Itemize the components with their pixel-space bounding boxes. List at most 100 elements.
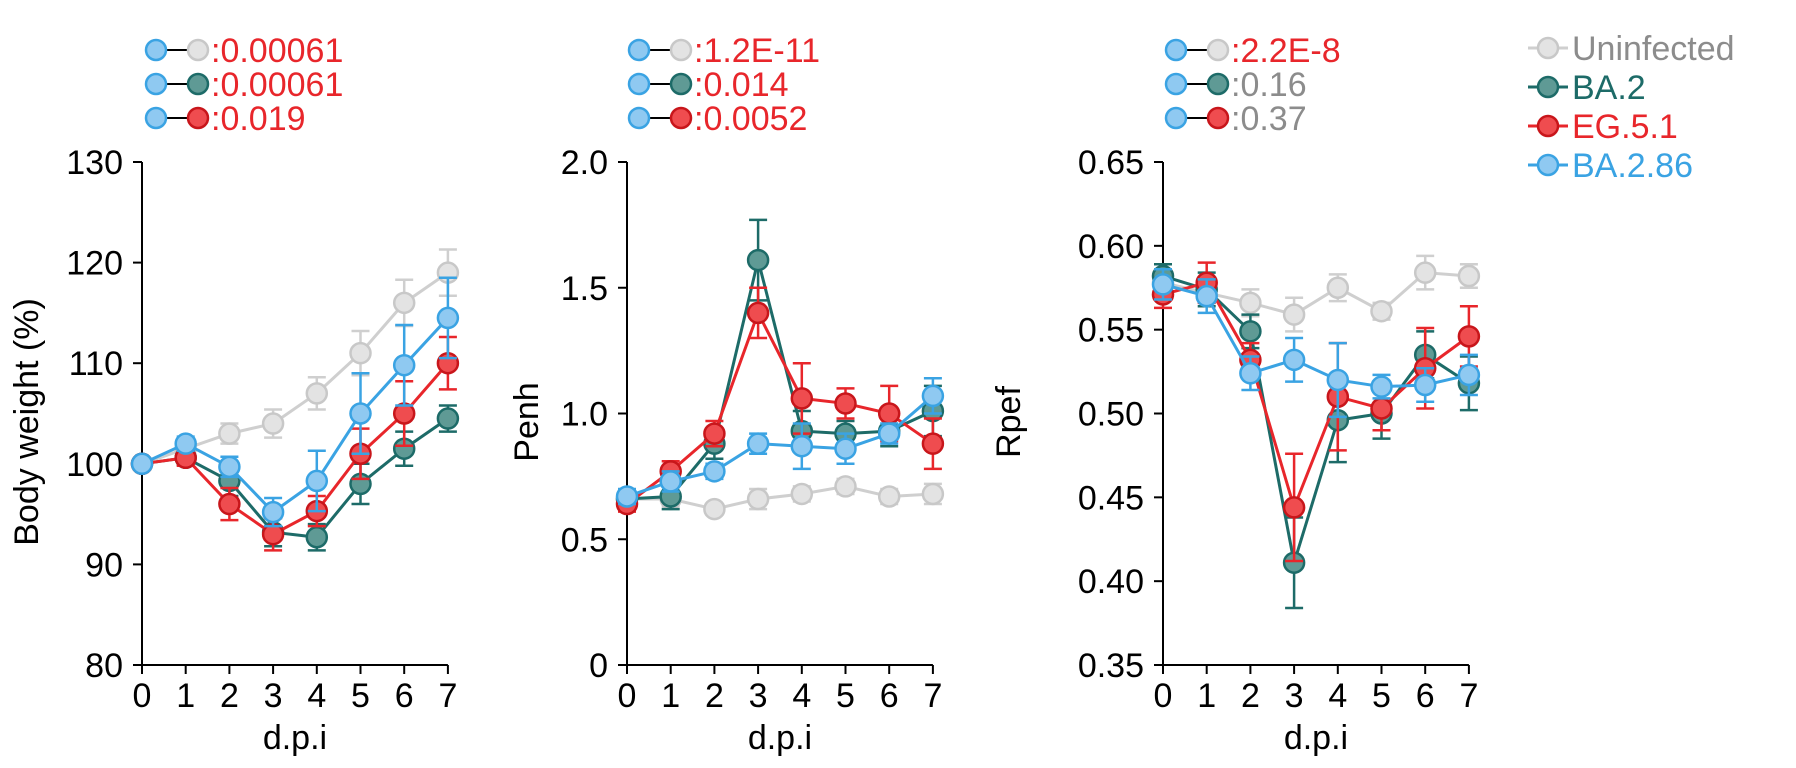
- pvalue-marker-ba286: [627, 72, 651, 96]
- data-point: [1326, 368, 1350, 392]
- series-line: [1162, 274, 1470, 564]
- data-point: [305, 525, 329, 549]
- data-point: [790, 387, 814, 410]
- legend-marker: [1536, 153, 1560, 177]
- x-tick-label: 6: [395, 677, 414, 715]
- data-point: [877, 422, 901, 445]
- y-axis-label: Body weight (%): [8, 298, 46, 546]
- data-point: [392, 353, 416, 377]
- y-tick-label: 90: [85, 546, 123, 584]
- pvalue-label: :2.2E-8: [1231, 32, 1341, 70]
- data-point: [746, 248, 770, 272]
- chart-panel-1: 80 90 100 110 120 130 0 1 2 3 4 5 6 7 d.p.i Body weight…: [8, 32, 460, 757]
- x-tick-label: 0: [1154, 677, 1173, 715]
- pvalue-label: :0.0052: [694, 100, 807, 138]
- legend-label: Uninfected: [1572, 30, 1735, 68]
- legend-marker: [1536, 114, 1560, 138]
- pvalue-marker-ba286: [144, 38, 168, 62]
- x-tick-label: 5: [1372, 677, 1391, 715]
- data-point: [1370, 397, 1393, 420]
- data-point: [1457, 325, 1481, 348]
- pvalue-marker-compare: [186, 38, 210, 62]
- x-tick-label: 5: [351, 677, 370, 715]
- y-tick-label: 80: [85, 647, 123, 685]
- x-tick-label: 4: [1328, 677, 1347, 715]
- x-tick-label: 7: [923, 677, 942, 715]
- pvalue-marker-ba286: [1164, 72, 1188, 96]
- y-tick-label: 100: [66, 446, 123, 484]
- y-tick-label: 0.5: [561, 521, 608, 559]
- data-point: [834, 437, 857, 460]
- y-axis-label: Penh: [508, 382, 546, 461]
- data-point: [1282, 496, 1306, 519]
- pvalue-marker-ba286: [1164, 106, 1188, 130]
- series-ba286: [130, 276, 460, 528]
- data-point: [746, 432, 770, 455]
- data-point: [1413, 261, 1437, 284]
- x-tick-label: 7: [438, 677, 457, 715]
- data-point: [615, 485, 639, 508]
- data-point: [305, 382, 329, 405]
- pvalue-marker-compare: [186, 106, 210, 130]
- chart-panel-3: 0.35 0.40 0.45 0.50 0.55 0.60 0.65 0 1 2 3 4 5 6 7 d.p.…: [990, 32, 1481, 757]
- data-point: [130, 452, 154, 476]
- data-point: [349, 341, 372, 365]
- series-ba2: [130, 404, 460, 552]
- data-point: [834, 475, 857, 498]
- x-tick-label: 7: [1459, 677, 1478, 715]
- y-tick-label: 120: [66, 245, 123, 283]
- x-tick-label: 1: [176, 677, 195, 715]
- x-axis-label: d.p.i: [748, 719, 812, 757]
- data-point: [218, 492, 241, 516]
- data-point: [790, 482, 814, 506]
- data-point: [261, 412, 285, 435]
- x-tick-label: 3: [264, 677, 283, 715]
- pvalue-label: :0.014: [694, 66, 789, 104]
- y-tick-label: 1.5: [561, 270, 608, 308]
- data-point: [1282, 348, 1306, 372]
- y-tick-label: 0.65: [1078, 144, 1144, 182]
- x-tick-label: 2: [220, 677, 239, 715]
- x-tick-label: 6: [1416, 677, 1435, 715]
- data-point: [1282, 303, 1306, 326]
- data-point: [1239, 320, 1262, 343]
- pvalue-marker-compare: [186, 72, 210, 96]
- pvalue-marker-compare: [1206, 72, 1230, 96]
- data-point: [349, 402, 372, 425]
- y-tick-label: 0.35: [1078, 647, 1144, 685]
- data-point: [218, 455, 241, 479]
- data-point: [1370, 299, 1393, 323]
- legend-label: BA.2: [1572, 69, 1646, 107]
- data-point: [174, 432, 197, 455]
- chart-panel-2: 00.51.01.52.00 1 2 3 4 5 6 7d.p.iPenh:1.2E-11:0…: [508, 32, 945, 757]
- pvalue-label: :0.16: [1231, 66, 1307, 104]
- data-point: [703, 422, 726, 445]
- pvalue-marker-compare: [669, 106, 693, 130]
- y-tick-label: 0.40: [1078, 563, 1144, 601]
- pvalue-label: :1.2E-11: [694, 32, 820, 70]
- data-point: [921, 432, 945, 455]
- pvalue-marker-ba286: [1164, 38, 1188, 62]
- pvalue-marker-ba286: [144, 106, 168, 130]
- data-point: [218, 422, 241, 445]
- x-tick-label: 2: [705, 677, 724, 715]
- data-point: [1195, 284, 1218, 308]
- pvalue-marker-compare: [669, 72, 693, 96]
- data-point: [746, 487, 770, 511]
- data-point: [834, 392, 857, 415]
- y-tick-label: 0.50: [1078, 396, 1144, 434]
- legend-marker: [1536, 36, 1560, 60]
- pvalue-label: :0.00061: [211, 66, 343, 104]
- pvalue-label: :0.00061: [211, 32, 343, 70]
- y-tick-label: 0.55: [1078, 312, 1144, 350]
- y-axis-label: Rpef: [990, 386, 1028, 458]
- data-point: [261, 500, 285, 524]
- data-point: [1151, 273, 1175, 296]
- x-axis-label: d.p.i: [1284, 719, 1348, 757]
- x-tick-label: 3: [1285, 677, 1304, 715]
- y-tick-label: 110: [69, 345, 123, 383]
- x-tick-label: 5: [836, 677, 855, 715]
- y-tick-label: 0.45: [1078, 479, 1144, 517]
- pvalue-label: :0.37: [1231, 100, 1307, 138]
